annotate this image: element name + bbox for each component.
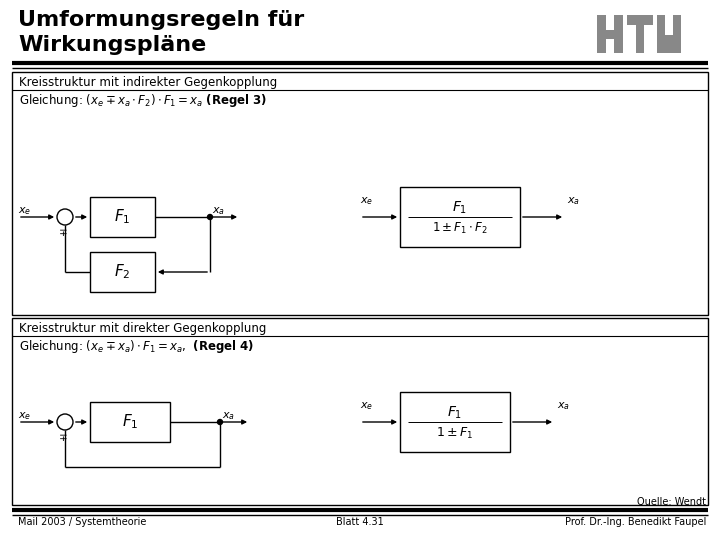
- Bar: [400, 392, 510, 452]
- Text: $x_e$: $x_e$: [360, 195, 373, 207]
- Text: Gleichung: $(x_e \mp x_a) \cdot F_1 = x_a$,  $\mathbf{(Regel\ 4)}$: Gleichung: $(x_e \mp x_a) \cdot F_1 = x_…: [19, 338, 254, 355]
- Text: $x_e$: $x_e$: [360, 400, 373, 412]
- Text: Mail 2003 / Systemtheorie: Mail 2003 / Systemtheorie: [18, 517, 146, 527]
- Text: $x_a$: $x_a$: [222, 410, 235, 422]
- Text: $1 \pm F_1$: $1 \pm F_1$: [436, 426, 474, 441]
- Bar: [90, 197, 155, 237]
- Bar: [12, 318, 708, 505]
- Bar: [90, 252, 155, 292]
- Text: $x_a$: $x_a$: [557, 400, 570, 412]
- Text: ∓: ∓: [58, 228, 68, 238]
- Bar: [12, 72, 708, 315]
- Text: $F_1$: $F_1$: [122, 413, 138, 431]
- Text: Umformungsregeln für: Umformungsregeln für: [18, 10, 305, 30]
- Text: $F_2$: $F_2$: [114, 262, 131, 281]
- Text: Kreisstruktur mit direkter Gegenkopplung: Kreisstruktur mit direkter Gegenkopplung: [19, 322, 266, 335]
- Bar: [90, 402, 170, 442]
- Bar: [657, 15, 665, 53]
- Text: Gleichung: $(x_e \mp x_a \cdot F_2) \cdot F_1 = x_a$ $\mathbf{(Regel\ 3)}$: Gleichung: $(x_e \mp x_a \cdot F_2) \cdo…: [19, 92, 267, 109]
- Circle shape: [207, 214, 212, 219]
- Text: Kreisstruktur mit indirekter Gegenkopplung: Kreisstruktur mit indirekter Gegenkopplu…: [19, 76, 277, 89]
- Text: Blatt 4.31: Blatt 4.31: [336, 517, 384, 527]
- Text: $F_1$: $F_1$: [447, 405, 463, 421]
- Bar: [636, 25, 644, 53]
- Text: $F_1$: $F_1$: [114, 208, 131, 226]
- Text: $x_e$: $x_e$: [18, 410, 31, 422]
- Text: Wirkungspläne: Wirkungspläne: [18, 35, 206, 55]
- Bar: [614, 15, 623, 53]
- Text: $x_a$: $x_a$: [567, 195, 580, 207]
- Text: $F_1$: $F_1$: [452, 200, 467, 216]
- Bar: [606, 30, 614, 39]
- Text: $x_a$: $x_a$: [212, 205, 225, 217]
- Text: ∓: ∓: [58, 433, 68, 443]
- Text: $1 \pm F_1 \cdot F_2$: $1 \pm F_1 \cdot F_2$: [432, 220, 488, 235]
- Text: $x_e$: $x_e$: [18, 205, 31, 217]
- Circle shape: [217, 420, 222, 424]
- Text: Quelle: Wendt: Quelle: Wendt: [637, 497, 706, 507]
- Bar: [673, 15, 681, 53]
- Bar: [661, 46, 677, 53]
- Bar: [400, 187, 520, 247]
- Bar: [627, 15, 653, 25]
- Text: Prof. Dr.-Ing. Benedikt Faupel: Prof. Dr.-Ing. Benedikt Faupel: [564, 517, 706, 527]
- Bar: [665, 35, 673, 53]
- Bar: [597, 15, 606, 53]
